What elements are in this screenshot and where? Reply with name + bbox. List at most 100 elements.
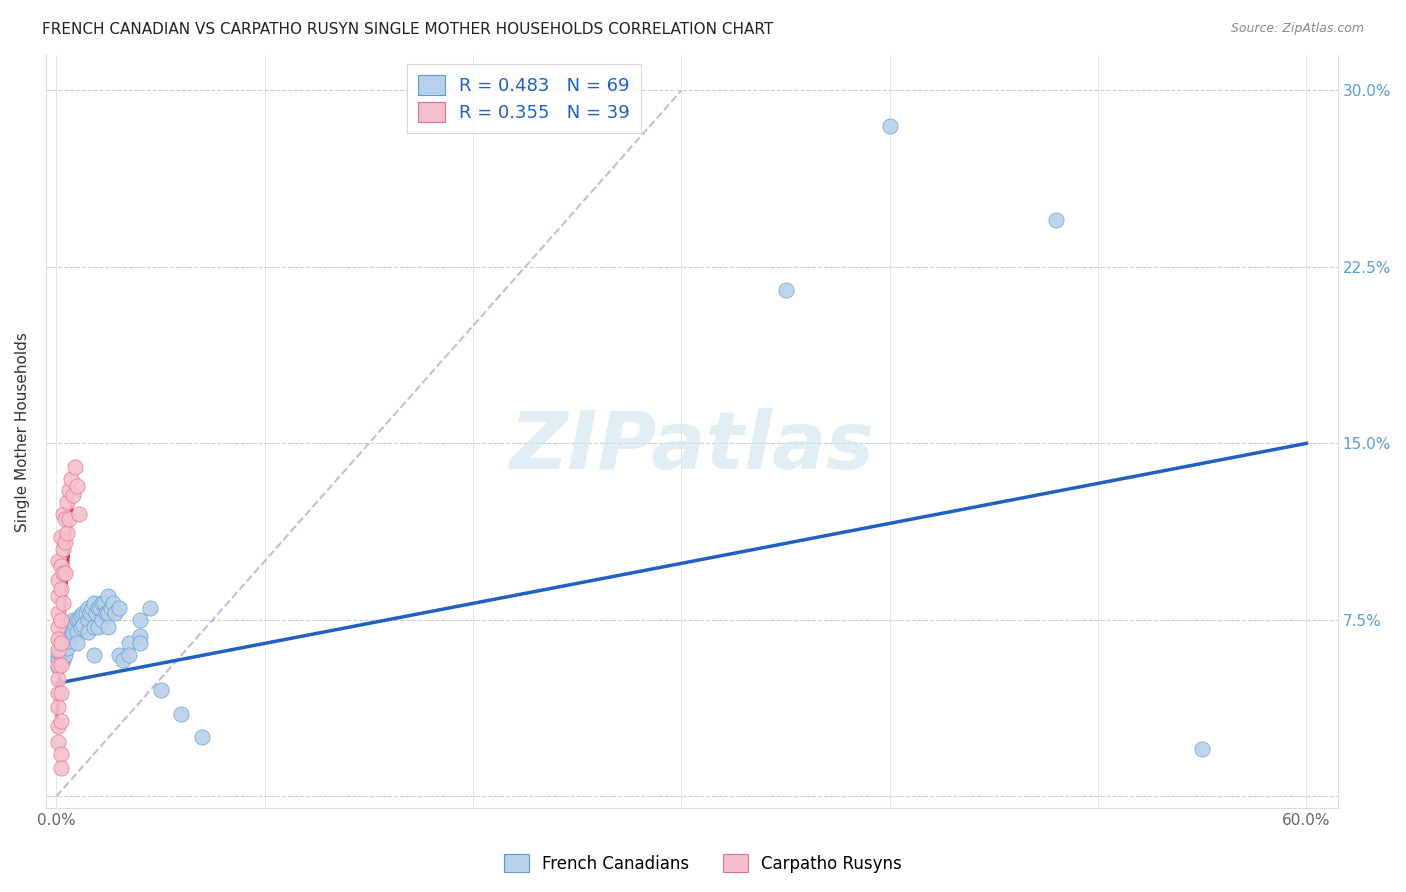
Point — [48, 657, 70, 672]
Point — [118, 648, 141, 662]
Point — [66, 624, 89, 639]
Point — [49, 747, 72, 761]
Point — [49, 643, 72, 657]
Point — [79, 606, 101, 620]
Legend: French Canadians, Carpatho Rusyns: French Canadians, Carpatho Rusyns — [498, 847, 908, 880]
Point — [1045, 212, 1067, 227]
Point — [58, 624, 80, 639]
Point — [63, 459, 86, 474]
Point — [97, 590, 120, 604]
Point — [66, 613, 89, 627]
Point — [66, 479, 89, 493]
Point — [49, 636, 72, 650]
Point — [56, 629, 79, 643]
Point — [49, 613, 72, 627]
Legend: R = 0.483   N = 69, R = 0.355   N = 39: R = 0.483 N = 69, R = 0.355 N = 39 — [406, 64, 641, 133]
Point — [49, 582, 72, 597]
Point — [48, 632, 70, 646]
Point — [87, 620, 110, 634]
Point — [84, 606, 107, 620]
Point — [48, 590, 70, 604]
Point — [52, 507, 75, 521]
Point — [59, 472, 82, 486]
Point — [97, 620, 120, 634]
Point — [48, 719, 70, 733]
Point — [53, 535, 76, 549]
Point — [128, 636, 150, 650]
Point — [149, 683, 172, 698]
Point — [191, 731, 214, 745]
Point — [53, 511, 76, 525]
Point — [83, 620, 105, 634]
Point — [53, 648, 76, 662]
Point — [59, 629, 82, 643]
Point — [62, 488, 84, 502]
Point — [48, 554, 70, 568]
Point — [96, 606, 118, 620]
Point — [58, 511, 80, 525]
Text: ZIPatlas: ZIPatlas — [509, 408, 875, 485]
Point — [49, 657, 72, 672]
Point — [53, 566, 76, 580]
Point — [48, 699, 70, 714]
Point — [72, 606, 94, 620]
Point — [59, 620, 82, 634]
Point — [48, 735, 70, 749]
Point — [48, 672, 70, 686]
Point — [104, 606, 127, 620]
Point — [49, 636, 72, 650]
Point — [53, 624, 76, 639]
Point — [1191, 742, 1213, 756]
Point — [52, 653, 75, 667]
Point — [48, 653, 70, 667]
Point — [112, 653, 135, 667]
Point — [48, 660, 70, 674]
Point — [72, 617, 94, 632]
Point — [91, 613, 114, 627]
Point — [139, 601, 162, 615]
Text: FRENCH CANADIAN VS CARPATHO RUSYN SINGLE MOTHER HOUSEHOLDS CORRELATION CHART: FRENCH CANADIAN VS CARPATHO RUSYN SINGLE… — [42, 22, 773, 37]
Point — [58, 634, 80, 648]
Point — [49, 686, 72, 700]
Y-axis label: Single Mother Households: Single Mother Households — [15, 332, 30, 532]
Point — [48, 686, 70, 700]
Point — [63, 617, 86, 632]
Point — [67, 613, 90, 627]
Point — [58, 483, 80, 498]
Text: Source: ZipAtlas.com: Source: ZipAtlas.com — [1230, 22, 1364, 36]
Point — [128, 613, 150, 627]
Point — [56, 525, 79, 540]
Point — [52, 542, 75, 557]
Point — [76, 601, 98, 615]
Point — [83, 648, 105, 662]
Point — [48, 620, 70, 634]
Point — [56, 495, 79, 509]
Point — [52, 639, 75, 653]
Point — [52, 566, 75, 580]
Point — [70, 620, 93, 634]
Point — [49, 531, 72, 545]
Point — [62, 624, 84, 639]
Point — [53, 636, 76, 650]
Point — [89, 601, 111, 615]
Point — [48, 606, 70, 620]
Point — [70, 608, 93, 623]
Point — [48, 648, 70, 662]
Point — [108, 601, 131, 615]
Point — [48, 573, 70, 587]
Point — [83, 596, 105, 610]
Point — [49, 714, 72, 728]
Point — [101, 596, 124, 610]
Point — [879, 119, 901, 133]
Point — [56, 641, 79, 656]
Point — [108, 648, 131, 662]
Point — [93, 596, 115, 610]
Point — [62, 613, 84, 627]
Point — [118, 636, 141, 650]
Point — [66, 636, 89, 650]
Point — [49, 558, 72, 573]
Point — [100, 601, 122, 615]
Point — [775, 284, 797, 298]
Point — [97, 606, 120, 620]
Point — [80, 601, 103, 615]
